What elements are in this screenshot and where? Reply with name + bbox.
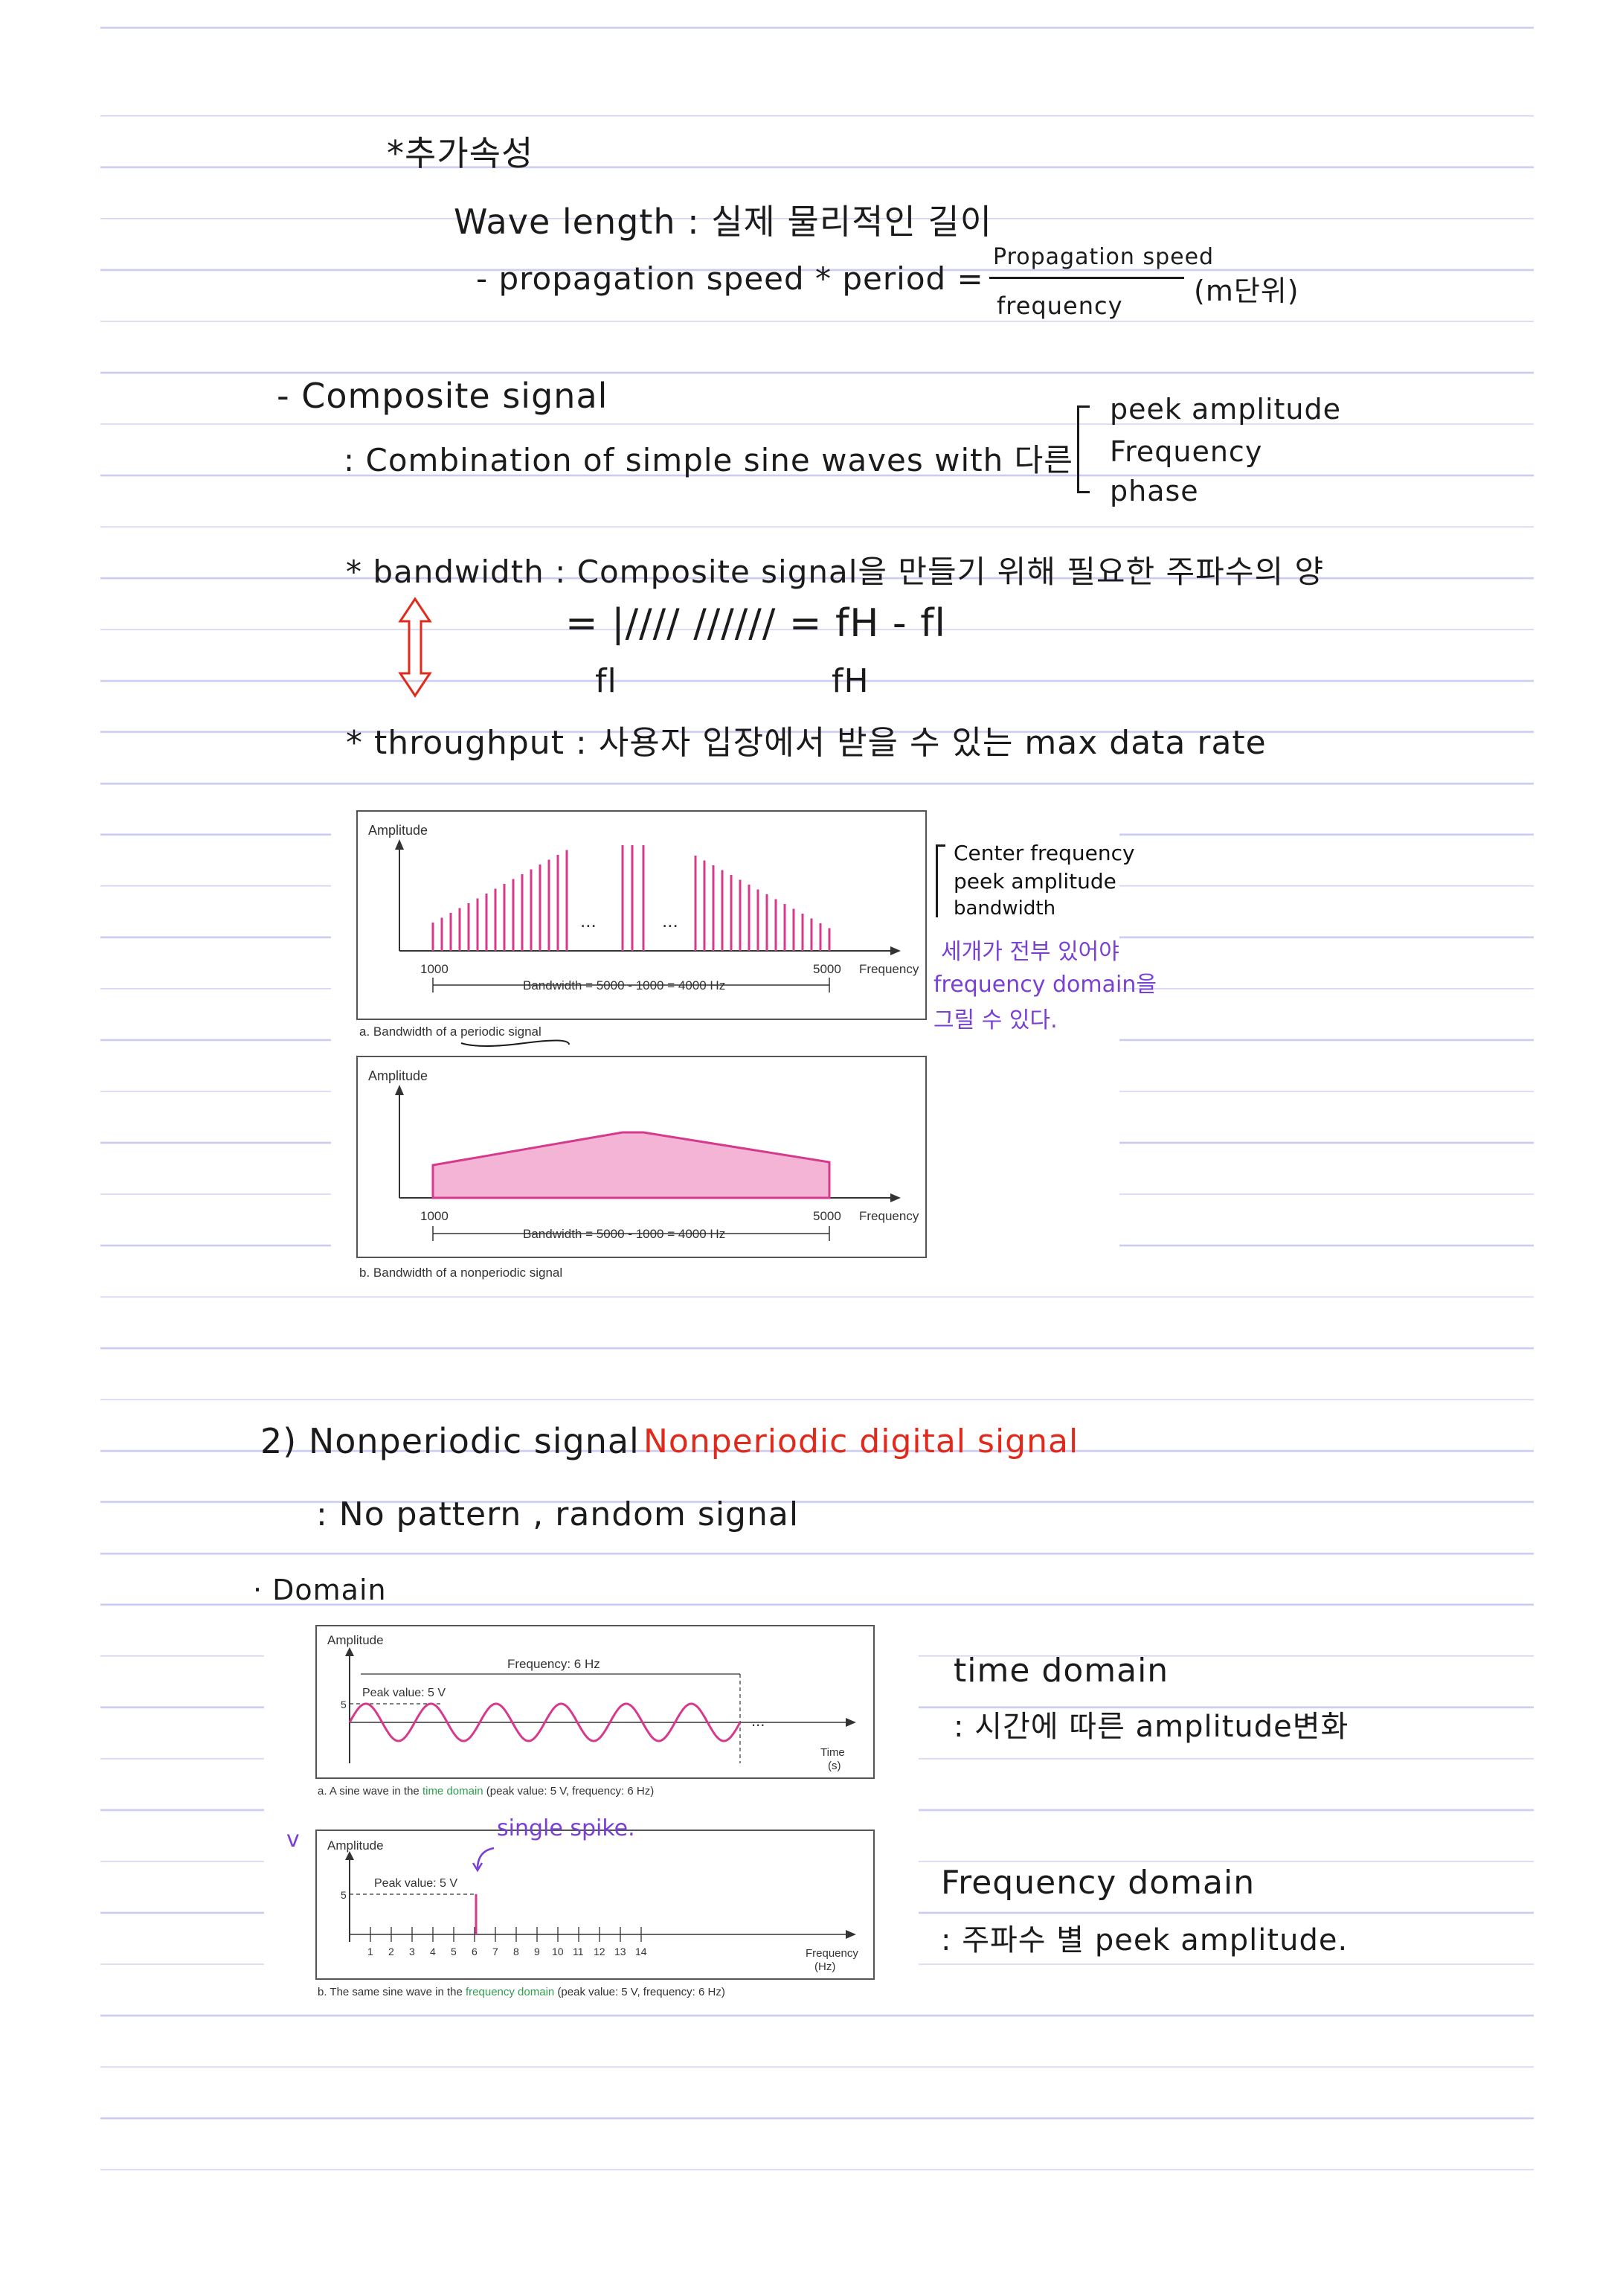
nonperiodic-title: 2) Nonperiodic signal [260, 1421, 640, 1461]
wavelength-formula-lhs: - propagation speed * period = [476, 260, 984, 297]
freq-tick-label: 4 [430, 1946, 436, 1957]
panel-b-area [431, 1131, 831, 1199]
freq-panel-frame [315, 1830, 875, 1980]
time-panel-y-tick: 5 [341, 1699, 347, 1710]
freq-tick-label: 14 [635, 1946, 647, 1957]
bandwidth-definition: * bandwidth : Composite signal을 만들기 위해 필… [346, 554, 1325, 590]
freq-tick-label: 3 [409, 1946, 415, 1957]
freq-panel-ylabel: Amplitude [327, 1838, 384, 1853]
bandwidth-equation: = |//// ////// = fH - fl [565, 601, 946, 646]
wavelength-formula-numerator: Propagation speed [993, 244, 1215, 270]
panel-a-bars [431, 845, 831, 951]
freq-panel-peak-label: Peak value: 5 V [374, 1877, 457, 1890]
composite-option-frequency: Frequency [1110, 435, 1263, 468]
freq-tick-label: 2 [388, 1946, 394, 1957]
time-panel-frame [315, 1625, 875, 1779]
panel-a-xaxis-arrow [890, 946, 901, 955]
panel-a-caption: a. Bandwidth of a periodic signal [359, 1024, 541, 1039]
panel-a-bw-label: Bandwidth = 5000 - 1000 = 4000 Hz [523, 978, 725, 993]
freq-tick-label: 7 [492, 1946, 498, 1957]
bandwidth-figure: Amplitude ... ... 1000 5000 Frequency Ba… [331, 804, 1119, 1280]
side-note-purple-3: 그릴 수 있다. [933, 1007, 1058, 1033]
side-note-purple-1: 세개가 전부 있어야 [941, 939, 1119, 965]
panel-a-ylabel: Amplitude [368, 823, 428, 838]
wavelength-formula-denominator: frequency [997, 292, 1123, 320]
time-panel-peak-label: Peak value: 5 V [362, 1687, 446, 1699]
domain-figure-svg: Amplitude Frequency: 6 Hz Peak value: 5 … [315, 1625, 875, 1998]
freq-panel-ticks: 1 2 3 4 5 6 7 8 9 10 11 12 13 14 [367, 1927, 647, 1957]
time-domain-title: time domain [954, 1652, 1169, 1690]
freq-panel-xlabel-1: Frequency [806, 1947, 858, 1960]
panel-b-bw-label: Bandwidth = 5000 - 1000 = 4000 Hz [523, 1227, 725, 1241]
frequency-domain-title: Frequency domain [941, 1864, 1256, 1902]
time-panel-dots: ... [751, 1711, 765, 1730]
side-bracket [936, 844, 945, 917]
freq-panel-xlabel-2: (Hz) [814, 1960, 835, 1973]
bandwidth-fh-label: fH [832, 662, 870, 700]
side-note-peek-amplitude: peek amplitude [954, 869, 1116, 894]
freq-tick-label: 9 [534, 1946, 540, 1957]
composite-option-peek-amplitude: peek amplitude [1110, 393, 1341, 426]
double-arrow-icon [398, 597, 432, 698]
freq-panel-caption: b. The same sine wave in the frequency d… [318, 1986, 725, 1998]
panel-b-x-start: 1000 [420, 1209, 449, 1223]
throughput-definition: * throughput : 사용자 입장에서 받을 수 있는 max data… [346, 724, 1267, 762]
frequency-domain-definition: : 주파수 별 peek amplitude. [941, 1923, 1349, 1957]
side-note-center-frequency: Center frequency [954, 841, 1135, 865]
freq-tick-label: 10 [552, 1946, 564, 1957]
bandwidth-fl-label: fl [595, 662, 617, 700]
freq-tick-label: 6 [472, 1946, 478, 1957]
wavelength-formula-unit: (m단위) [1194, 275, 1299, 307]
single-spike-note: single spike. [497, 1815, 635, 1841]
time-panel-sine-wave [348, 1702, 742, 1742]
time-domain-definition: : 시간에 따른 amplitude변화 [954, 1710, 1349, 1744]
time-panel-xlabel-1: Time [820, 1746, 845, 1759]
time-panel-caption: a. A sine wave in the time domain (peak … [318, 1785, 654, 1798]
composite-bracket [1077, 405, 1090, 493]
time-panel-freq-label: Frequency: 6 Hz [507, 1657, 600, 1671]
panel-a-dots-right: ... [662, 909, 678, 931]
panel-a-yaxis-arrow [395, 839, 404, 850]
panel-a-underline [460, 1039, 570, 1047]
freq-panel-y-tick: 5 [341, 1889, 347, 1901]
curved-arrow-icon [472, 1847, 495, 1873]
time-panel-ylabel: Amplitude [327, 1633, 384, 1647]
freq-tick-label: 8 [513, 1946, 519, 1957]
panel-b-x-end: 5000 [813, 1209, 841, 1223]
freq-tick-label: 11 [573, 1946, 584, 1957]
composite-option-phase: phase [1110, 475, 1199, 507]
panel-b-xlabel: Frequency [859, 1209, 919, 1223]
panel-b-caption: b. Bandwidth of a nonperiodic signal [359, 1266, 562, 1280]
freq-tick-label: 12 [594, 1946, 605, 1957]
panel-b-ylabel: Amplitude [368, 1068, 428, 1083]
composite-signal-definition: : Combination of simple sine waves with … [344, 442, 1073, 478]
domain-figure: Amplitude Frequency: 6 Hz Peak value: 5 … [264, 1614, 919, 2001]
right-margin [1534, 0, 1623, 2296]
heading-extra-properties: *추가속성 [387, 133, 534, 173]
side-note-bandwidth: bandwidth [954, 897, 1056, 920]
panel-a-dots-left: ... [580, 909, 597, 931]
panel-a-xlabel: Frequency [859, 962, 919, 976]
left-margin [0, 0, 100, 2296]
nonperiodic-definition: : No pattern , random signal [316, 1495, 800, 1533]
bandwidth-figure-svg: Amplitude ... ... 1000 5000 Frequency Ba… [356, 810, 927, 1280]
check-mark: v [286, 1827, 300, 1853]
freq-tick-label: 1 [367, 1946, 373, 1957]
wavelength-definition: Wave length : 실제 물리적인 길이 [454, 202, 993, 242]
side-note-purple-2: frequency domain을 [933, 972, 1157, 998]
bottom-margin [0, 2191, 1623, 2296]
fraction-bar [989, 277, 1184, 279]
domain-title: · Domain [253, 1574, 387, 1606]
composite-signal-title: - Composite signal [277, 376, 608, 416]
nonperiodic-red-title: Nonperiodic digital signal [643, 1423, 1079, 1460]
time-panel-xlabel-2: (s) [828, 1760, 841, 1772]
panel-a-x-start: 1000 [420, 962, 449, 976]
panel-a-x-end: 5000 [813, 962, 841, 976]
freq-tick-label: 5 [451, 1946, 457, 1957]
freq-tick-label: 13 [614, 1946, 626, 1957]
